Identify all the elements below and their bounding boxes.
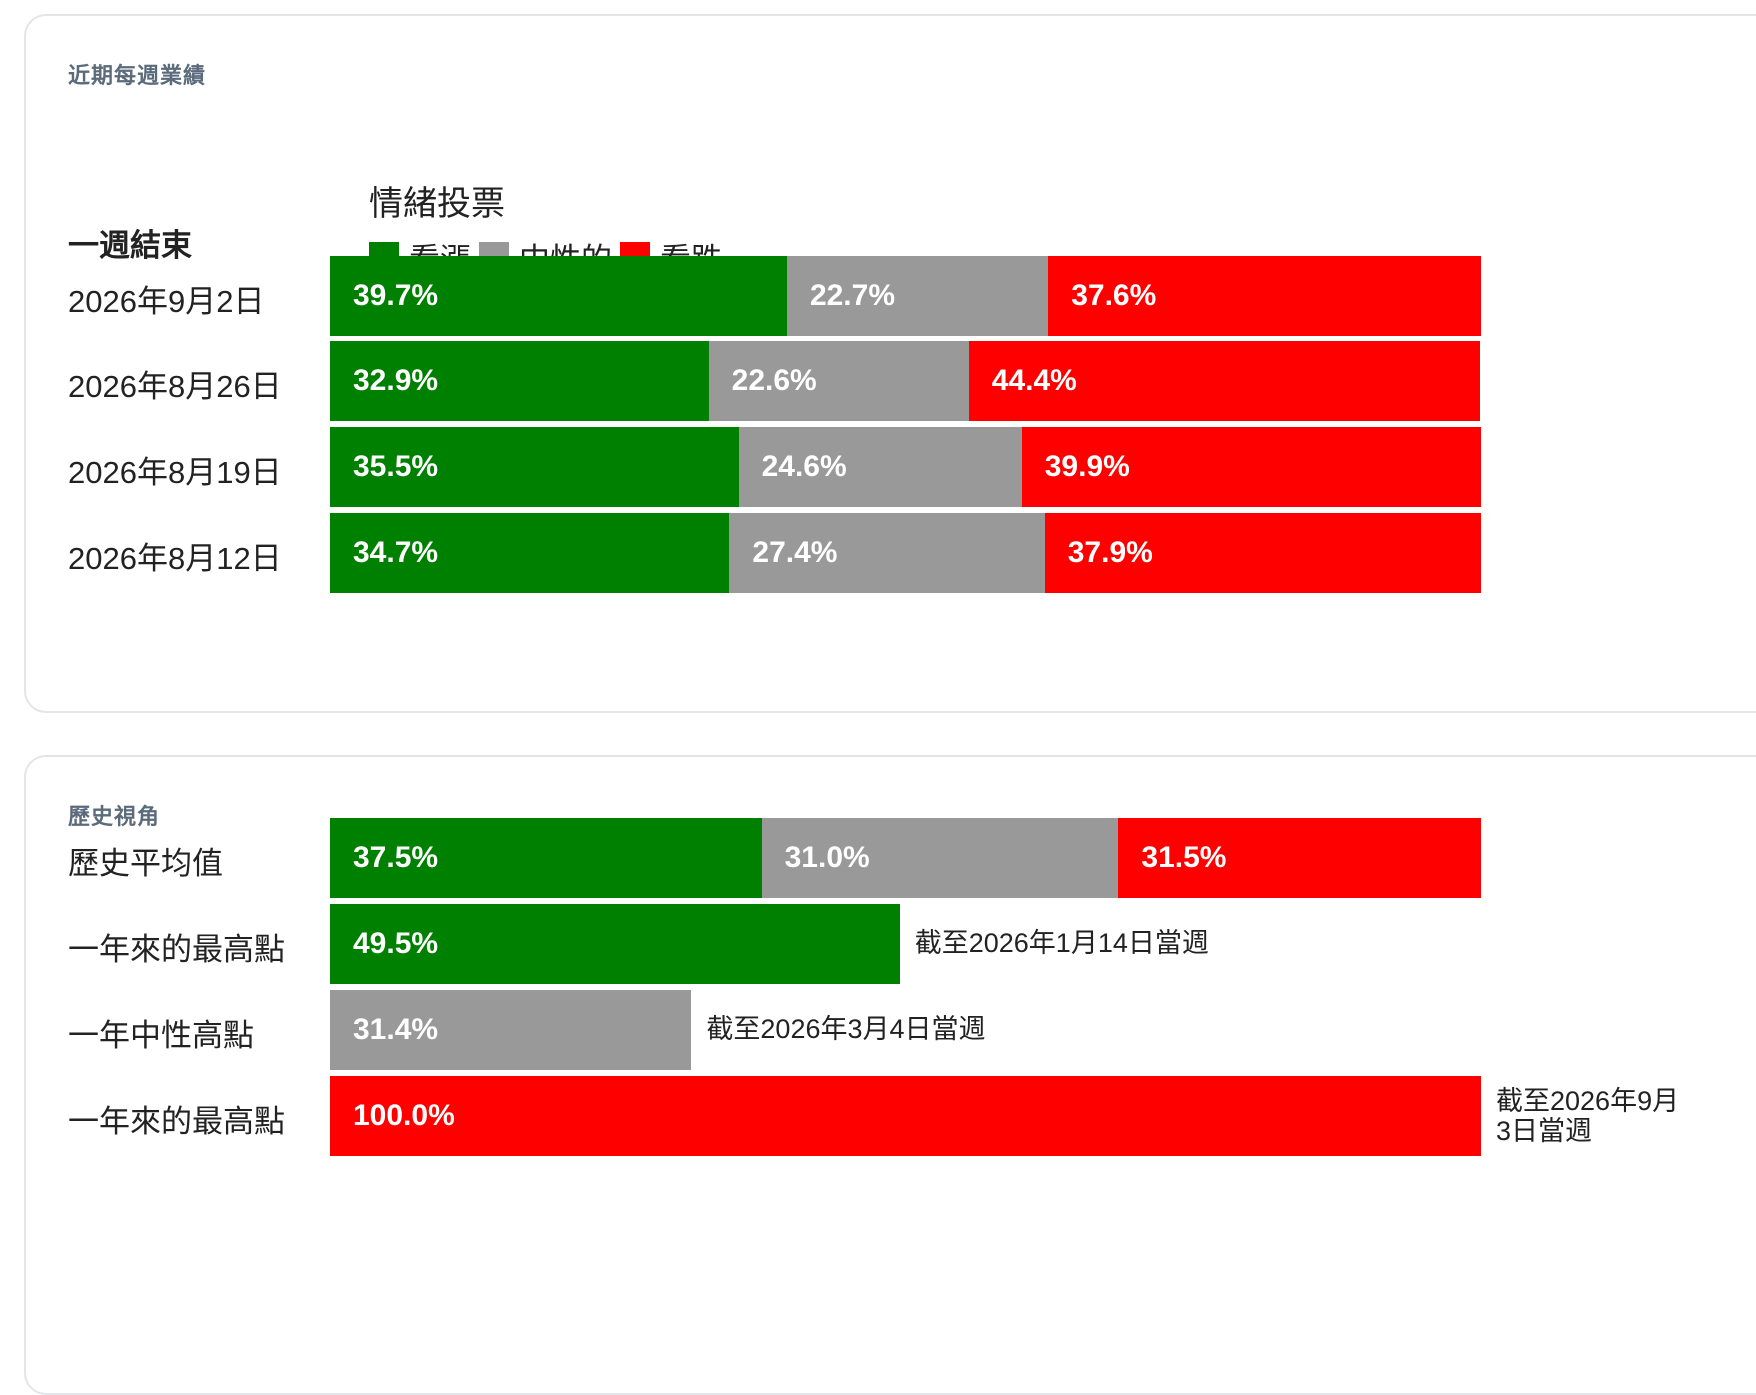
- one-year-high-bar: 31.4%: [330, 990, 692, 1070]
- weekly-card-title: 近期每週業績: [68, 63, 207, 88]
- high-week-note: 截至2026年1月14日當週: [914, 928, 1209, 958]
- one-year-high-bar: 100.0%: [330, 1076, 1481, 1156]
- bar-segment-bullish: 35.5%: [330, 427, 739, 507]
- bar-segment-neutral: 27.4%: [729, 513, 1045, 593]
- bar-segment-bearish: 31.5%: [1118, 818, 1481, 898]
- bar-segment-neutral: 22.7%: [786, 256, 1049, 336]
- week-date-label: 2026年8月19日: [68, 455, 282, 490]
- sentiment-stacked-bar: 39.7% 22.7% 37.6%: [330, 256, 1481, 336]
- week-date-label: 2026年9月2日: [68, 284, 265, 319]
- week-date-label: 2026年8月12日: [68, 541, 282, 576]
- bar-segment-bullish: 39.7%: [330, 256, 787, 336]
- week-date-label: 2026年8月26日: [68, 369, 282, 404]
- high-week-note: 截至2026年9月3日當週: [1496, 1086, 1680, 1146]
- history-card-title: 歷史視角: [68, 804, 161, 829]
- one-year-high-label: 一年來的最高點: [68, 1104, 285, 1139]
- bar-segment-bullish: 49.5%: [330, 904, 900, 984]
- bar-segment-bearish: 39.9%: [1021, 427, 1481, 507]
- high-week-note: 截至2026年3月4日當週: [706, 1014, 986, 1044]
- bar-segment-bullish: 34.7%: [330, 513, 730, 593]
- history-card: 歷史視角 歷史平均值 37.5% 31.0% 31.5% 一年來的最高點 49.5% 截至2…: [24, 755, 1756, 1395]
- one-year-high-label: 一年中性高點: [68, 1018, 254, 1053]
- bar-segment-bearish: 37.6%: [1048, 256, 1481, 336]
- bar-segment-bullish: 37.5%: [330, 818, 762, 898]
- history-average-label: 歷史平均值: [68, 846, 223, 881]
- bar-segment-neutral: 24.6%: [738, 427, 1022, 507]
- bar-segment-bearish: 37.9%: [1044, 513, 1481, 593]
- bar-segment-neutral: 31.0%: [761, 818, 1119, 898]
- bar-segment-bullish: 32.9%: [330, 341, 709, 421]
- one-year-high-bar: 49.5%: [330, 904, 900, 984]
- sentiment-stacked-bar: 35.5% 24.6% 39.9%: [330, 427, 1481, 507]
- bar-segment-bearish: 44.4%: [968, 341, 1480, 421]
- one-year-high-label: 一年來的最高點: [68, 932, 285, 967]
- sentiment-chart-title: 情緒投票: [369, 185, 505, 223]
- bar-segment-bearish: 100.0%: [330, 1076, 1481, 1156]
- sentiment-stacked-bar: 32.9% 22.6% 44.4%: [330, 341, 1480, 421]
- bar-segment-neutral: 31.4%: [330, 990, 692, 1070]
- weekly-performance-card: 近期每週業績 一週結束 情緒投票 看漲 中性的 看跌 2026年9月2日39.7…: [24, 14, 1756, 713]
- bar-segment-neutral: 22.6%: [708, 341, 969, 421]
- history-average-bar: 37.5% 31.0% 31.5%: [330, 818, 1481, 898]
- sentiment-stacked-bar: 34.7% 27.4% 37.9%: [330, 513, 1481, 593]
- week-end-column-header: 一週結束: [68, 228, 192, 263]
